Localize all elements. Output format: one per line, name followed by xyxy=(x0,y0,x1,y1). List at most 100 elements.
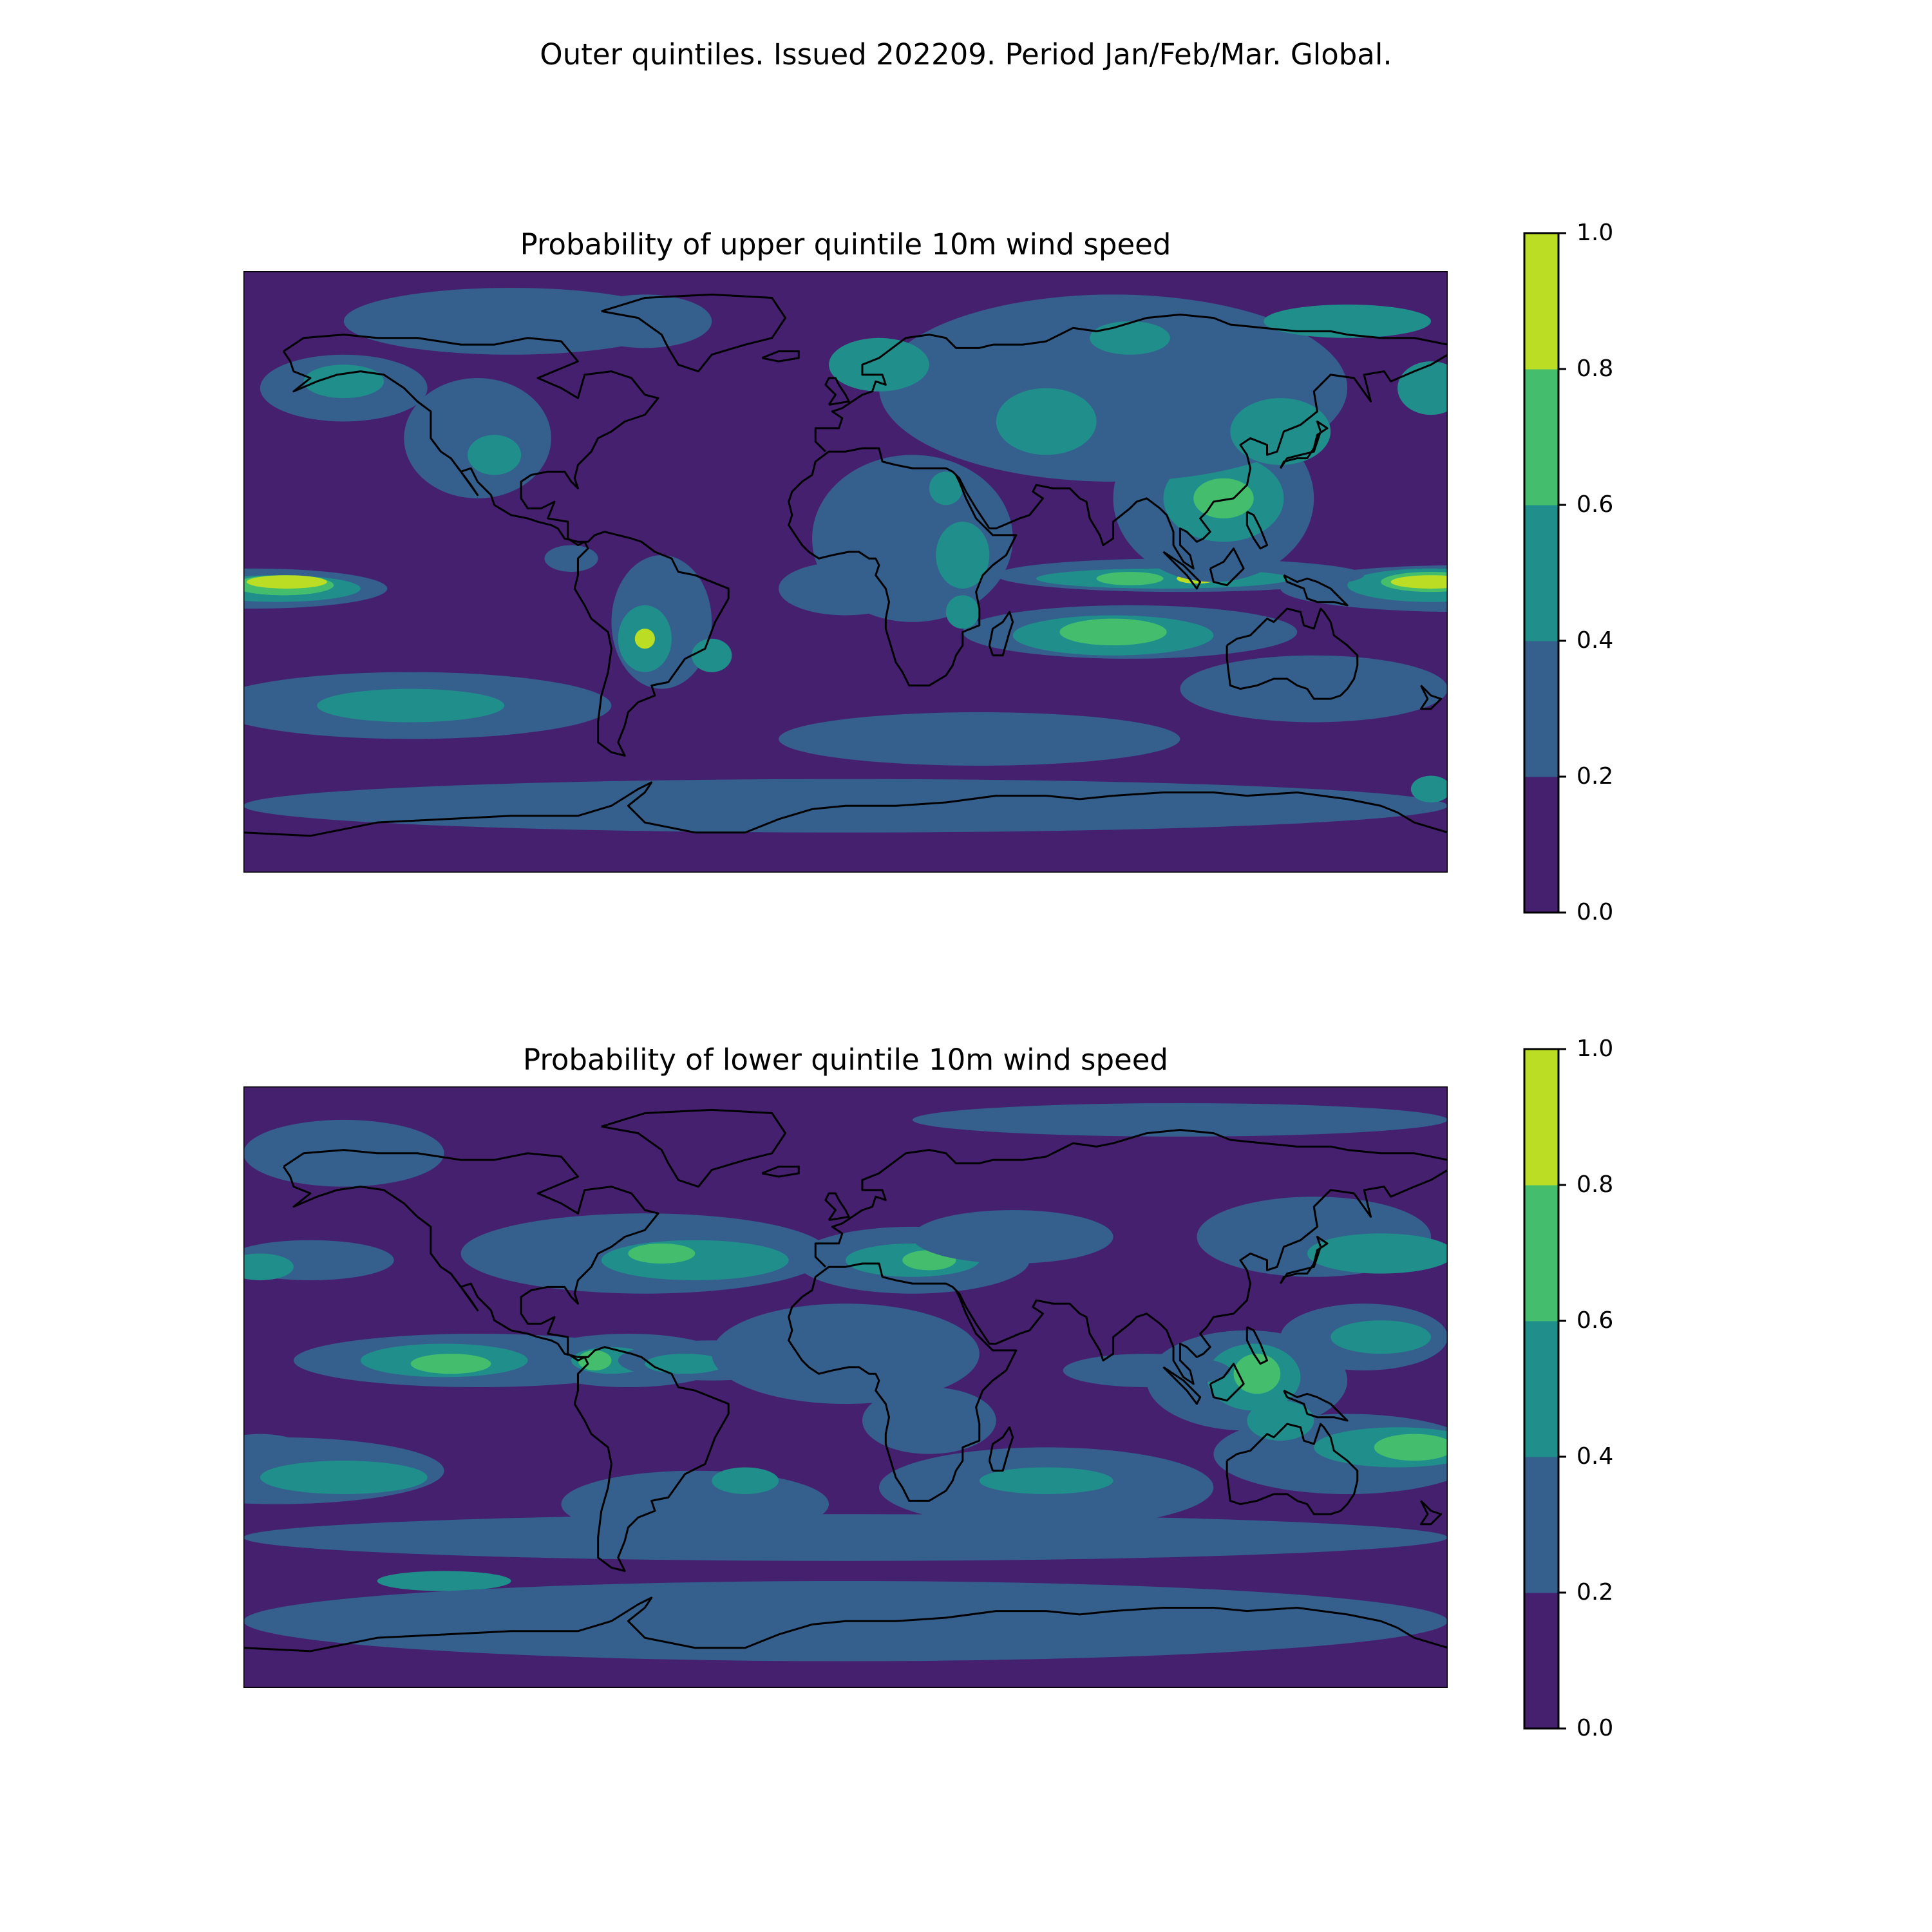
contour-region xyxy=(1096,572,1164,585)
coastline xyxy=(762,352,799,362)
coastline xyxy=(1421,685,1441,708)
coastline xyxy=(1247,512,1267,549)
contour-region xyxy=(578,294,712,348)
coastline xyxy=(1227,1424,1358,1514)
contour-region xyxy=(410,1354,491,1374)
contour-region xyxy=(912,1103,1448,1137)
contour-region xyxy=(243,1119,444,1187)
colorbar-segment xyxy=(1524,1457,1558,1593)
contour-region xyxy=(878,294,1348,482)
contour-region xyxy=(303,365,384,399)
contour-region xyxy=(912,1209,1113,1264)
coastline xyxy=(989,612,1012,655)
coastline xyxy=(1163,552,1200,589)
coastline xyxy=(243,1598,1448,1651)
contour-region xyxy=(1410,775,1448,803)
contour-region xyxy=(468,435,522,475)
contour-region xyxy=(404,378,551,498)
contour-region xyxy=(862,1387,996,1454)
contour-region xyxy=(1307,1233,1448,1274)
lower-colorbar-tick-label: 0.2 xyxy=(1577,1579,1614,1605)
lower-panel-title: Probability of lower quintile 10m wind s… xyxy=(523,1043,1168,1077)
coastline xyxy=(283,335,728,756)
colorbar-segment xyxy=(1524,1321,1558,1457)
colorbar-segment xyxy=(1524,1049,1558,1186)
coastline xyxy=(1283,575,1347,605)
colorbar-frame xyxy=(1523,232,1560,914)
lower-colorbar-tick-label: 0.0 xyxy=(1577,1715,1614,1741)
upper-colorbar-tick-label: 0.8 xyxy=(1577,355,1614,382)
colorbar-segment xyxy=(1524,505,1558,641)
coastline xyxy=(989,1427,1012,1470)
contour-region xyxy=(1331,1320,1432,1354)
contour-region xyxy=(829,337,929,392)
contour-region xyxy=(645,1354,725,1374)
coastline xyxy=(815,314,1448,451)
upper-colorbar-tick-label: 0.0 xyxy=(1577,899,1614,925)
coastline xyxy=(1283,1390,1347,1421)
coastline xyxy=(1210,1364,1244,1401)
coastline xyxy=(1210,549,1244,585)
colorbar-segment xyxy=(1524,369,1558,506)
lower-colorbar-tick-label: 1.0 xyxy=(1577,1036,1614,1062)
colorbar-segment xyxy=(1524,233,1558,370)
contour-region xyxy=(929,471,963,506)
upper-colorbar-tick-label: 0.6 xyxy=(1577,491,1614,518)
colorbar-segment xyxy=(1524,1185,1558,1321)
colorbar-segment xyxy=(1524,777,1558,913)
contour-region xyxy=(1059,618,1167,646)
coastline xyxy=(1421,1501,1441,1524)
contour-region xyxy=(1230,398,1331,465)
contour-region xyxy=(1390,575,1448,589)
contour-region xyxy=(1063,1354,1231,1387)
coastline xyxy=(601,294,786,371)
contour-region xyxy=(243,1514,1448,1561)
contour-region xyxy=(936,522,990,589)
contour-region xyxy=(634,629,655,649)
lower-colorbar-tick-label: 0.4 xyxy=(1577,1443,1614,1470)
contour-region xyxy=(601,1240,789,1280)
contour-region xyxy=(1193,478,1254,518)
contour-region xyxy=(779,712,1180,766)
contour-region xyxy=(712,1467,779,1495)
colorbar-segment xyxy=(1524,641,1558,777)
lower-colorbar xyxy=(1523,1048,1566,1730)
contour-region xyxy=(1090,321,1170,355)
contour-region xyxy=(317,688,505,723)
contour-region xyxy=(247,575,327,589)
upper-colorbar-tick-label: 0.4 xyxy=(1577,627,1614,654)
contour-region xyxy=(1180,655,1448,723)
coastline xyxy=(243,782,1448,836)
coastline xyxy=(815,1130,1448,1267)
contour-region xyxy=(544,545,598,572)
upper-panel-title: Probability of upper quintile 10m wind s… xyxy=(520,227,1171,261)
coastline xyxy=(826,378,849,405)
coastline xyxy=(789,1170,1448,1501)
coastline xyxy=(1163,1367,1200,1404)
colorbar-frame xyxy=(1523,1048,1560,1730)
colorbar-segment xyxy=(1524,1593,1558,1729)
contour-region xyxy=(1374,1434,1448,1461)
coastline xyxy=(1280,422,1327,469)
lower-colorbar-tick-label: 0.8 xyxy=(1577,1171,1614,1198)
coastline xyxy=(789,355,1448,686)
contour-region xyxy=(243,1253,294,1280)
contour-region xyxy=(779,562,913,616)
coastline xyxy=(762,1167,799,1177)
coastline xyxy=(1227,609,1358,699)
contour-region xyxy=(692,638,732,672)
lower-colorbar-tick-label: 0.6 xyxy=(1577,1307,1614,1334)
contour-region xyxy=(1397,361,1448,415)
upper-colorbar-tick-label: 0.2 xyxy=(1577,763,1614,790)
coastline xyxy=(1247,1327,1267,1364)
coastline xyxy=(283,1150,728,1571)
contour-region xyxy=(712,1303,980,1404)
coastline xyxy=(826,1193,849,1220)
contour-region xyxy=(979,1467,1113,1495)
upper-colorbar-tick-label: 1.0 xyxy=(1577,220,1614,246)
contour-region xyxy=(377,1571,511,1591)
contour-region xyxy=(1247,1400,1314,1441)
coastline xyxy=(601,1110,786,1186)
upper-quintile-map xyxy=(243,271,1448,873)
contour-region xyxy=(1233,1354,1281,1394)
